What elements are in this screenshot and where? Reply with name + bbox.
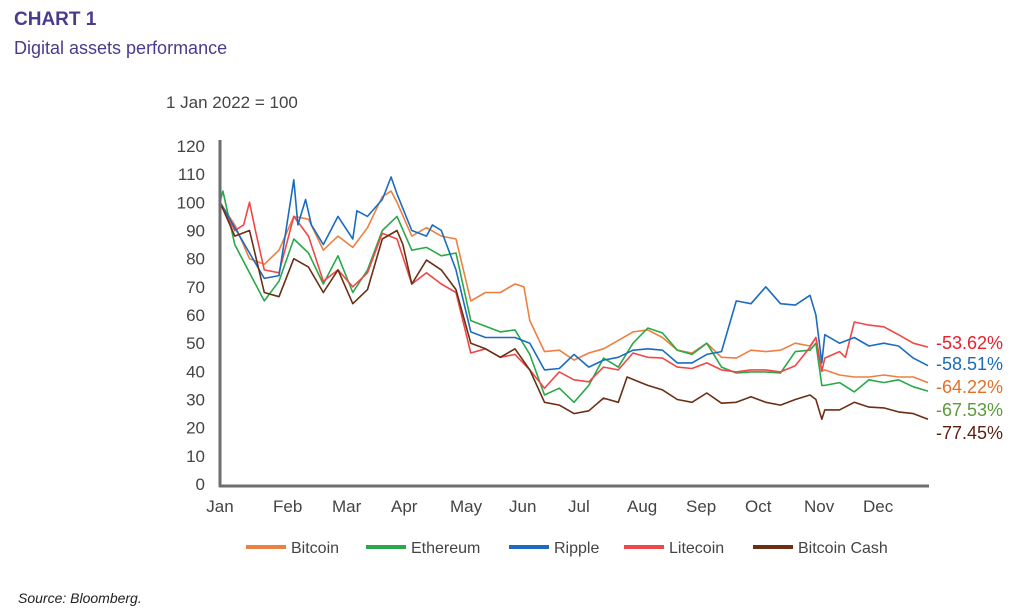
end-value-label: -77.45% bbox=[936, 423, 1003, 443]
legend-label: Bitcoin bbox=[291, 540, 339, 557]
legend-item: Bitcoin Cash bbox=[753, 540, 888, 557]
x-tick-label: Sep bbox=[686, 497, 716, 516]
legend-label: Ripple bbox=[554, 540, 599, 557]
x-tick-label: Jul bbox=[568, 497, 590, 516]
source-note: Source: Bloomberg. bbox=[18, 590, 142, 606]
x-tick-label: Oct bbox=[745, 497, 772, 516]
legend-item: Ethereum bbox=[366, 540, 480, 557]
legend-item: Ripple bbox=[509, 540, 599, 557]
y-tick-label: 60 bbox=[186, 306, 205, 325]
y-tick-label: 10 bbox=[186, 447, 205, 466]
y-tick-label: 0 bbox=[196, 475, 205, 494]
y-tick-label: 80 bbox=[186, 250, 205, 269]
legend-item: Bitcoin bbox=[246, 540, 339, 557]
x-tick-label: Mar bbox=[332, 497, 362, 516]
x-tick-label: Feb bbox=[273, 497, 302, 516]
y-axis-unit-label: 1 Jan 2022 = 100 bbox=[166, 93, 298, 112]
chart-title: Digital assets performance bbox=[14, 38, 228, 58]
legend-item: Litecoin bbox=[624, 540, 724, 557]
x-tick-label: Jun bbox=[509, 497, 536, 516]
y-tick-label: 110 bbox=[178, 165, 205, 184]
y-tick-label: 30 bbox=[186, 391, 205, 410]
end-value-label: -58.51% bbox=[936, 354, 1003, 374]
y-tick-label: 100 bbox=[177, 193, 205, 212]
legend-label: Bitcoin Cash bbox=[798, 540, 888, 557]
end-value-label: -64.22% bbox=[936, 377, 1003, 397]
series-line-ripple bbox=[219, 176, 929, 371]
x-tick-label: Apr bbox=[391, 497, 418, 516]
series-line-bitcoin-cash bbox=[219, 201, 929, 420]
end-value-label: -67.53% bbox=[936, 400, 1003, 420]
series-line-litecoin bbox=[219, 201, 929, 389]
series-line-ethereum bbox=[219, 190, 929, 404]
y-tick-label: 20 bbox=[186, 419, 205, 438]
legend-label: Litecoin bbox=[669, 540, 724, 557]
x-tick-label: Jan bbox=[206, 497, 233, 516]
y-tick-label: 50 bbox=[186, 334, 205, 353]
chart-number: CHART 1 bbox=[14, 9, 97, 30]
y-tick-label: 90 bbox=[186, 222, 205, 241]
y-tick-label: 120 bbox=[177, 137, 205, 156]
x-tick-label: Nov bbox=[804, 497, 835, 516]
end-value-label: -53.62% bbox=[936, 333, 1003, 353]
x-tick-label: May bbox=[450, 497, 483, 516]
y-tick-label: 70 bbox=[186, 278, 205, 297]
legend-label: Ethereum bbox=[411, 540, 480, 557]
x-tick-label: Dec bbox=[863, 497, 894, 516]
x-tick-label: Aug bbox=[627, 497, 657, 516]
y-tick-label: 40 bbox=[186, 362, 205, 381]
